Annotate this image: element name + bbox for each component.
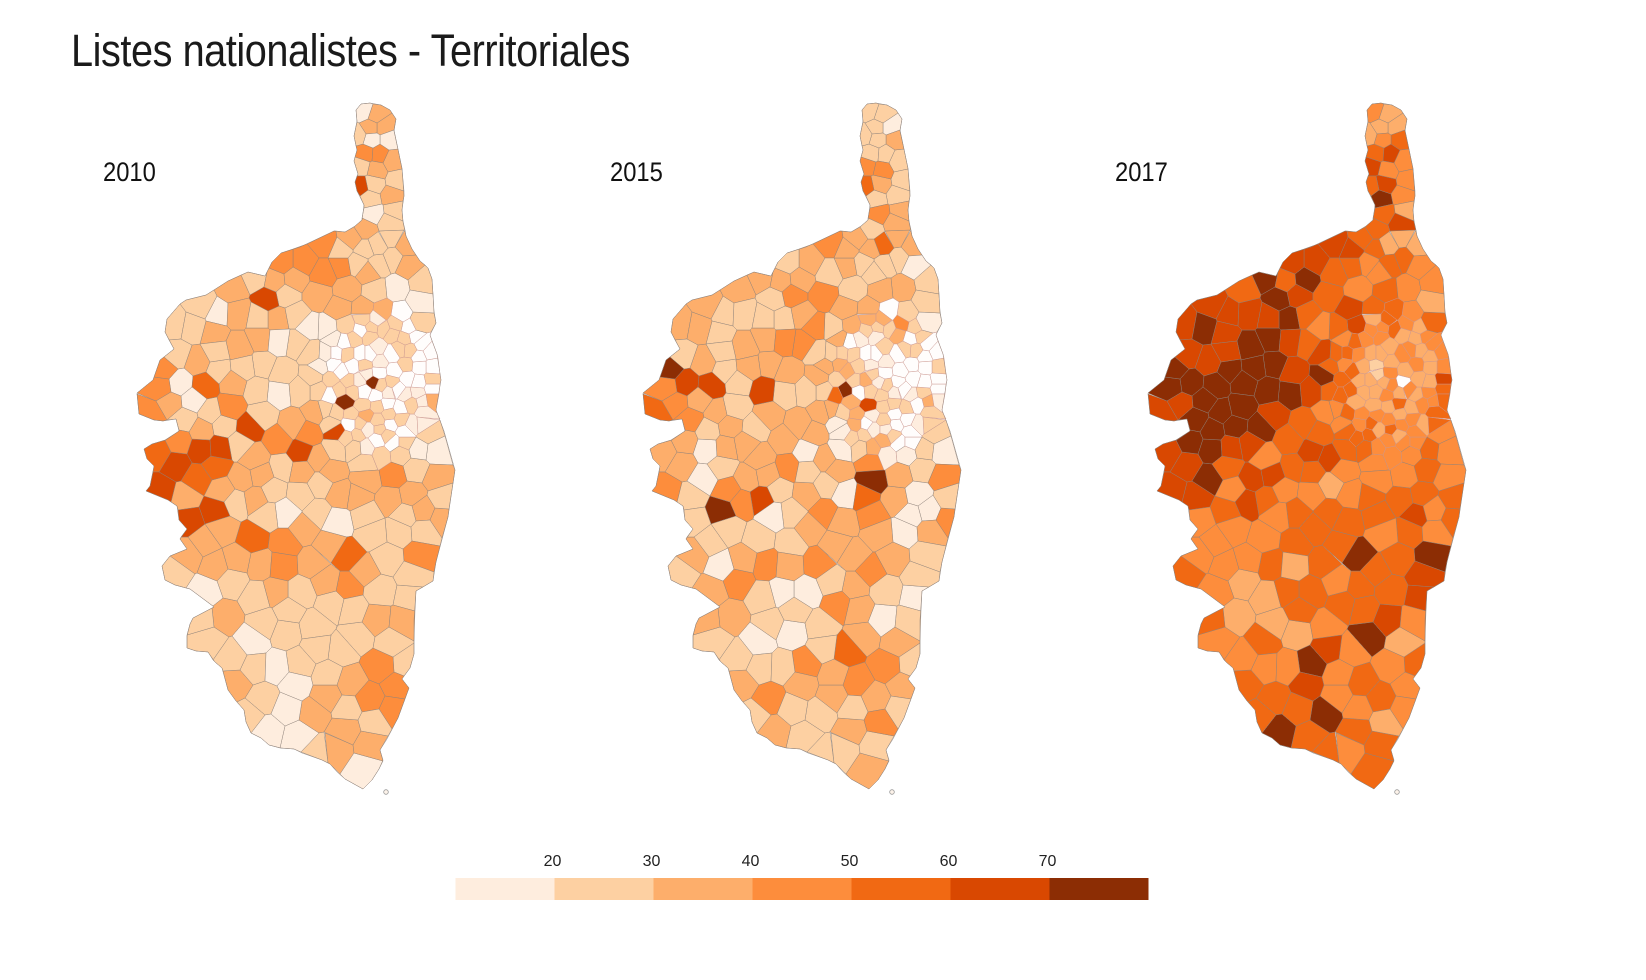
svg-text:30: 30 (643, 853, 661, 870)
svg-text:70: 70 (1039, 853, 1057, 870)
svg-text:2015: 2015 (610, 158, 663, 188)
svg-text:20: 20 (544, 853, 562, 870)
svg-text:2017: 2017 (1115, 158, 1168, 188)
svg-text:Listes nationalistes - Territo: Listes nationalistes - Territoriales (71, 26, 630, 76)
svg-text:50: 50 (841, 853, 859, 870)
svg-text:2010: 2010 (103, 158, 156, 188)
svg-text:40: 40 (742, 853, 760, 870)
svg-text:60: 60 (940, 853, 958, 870)
